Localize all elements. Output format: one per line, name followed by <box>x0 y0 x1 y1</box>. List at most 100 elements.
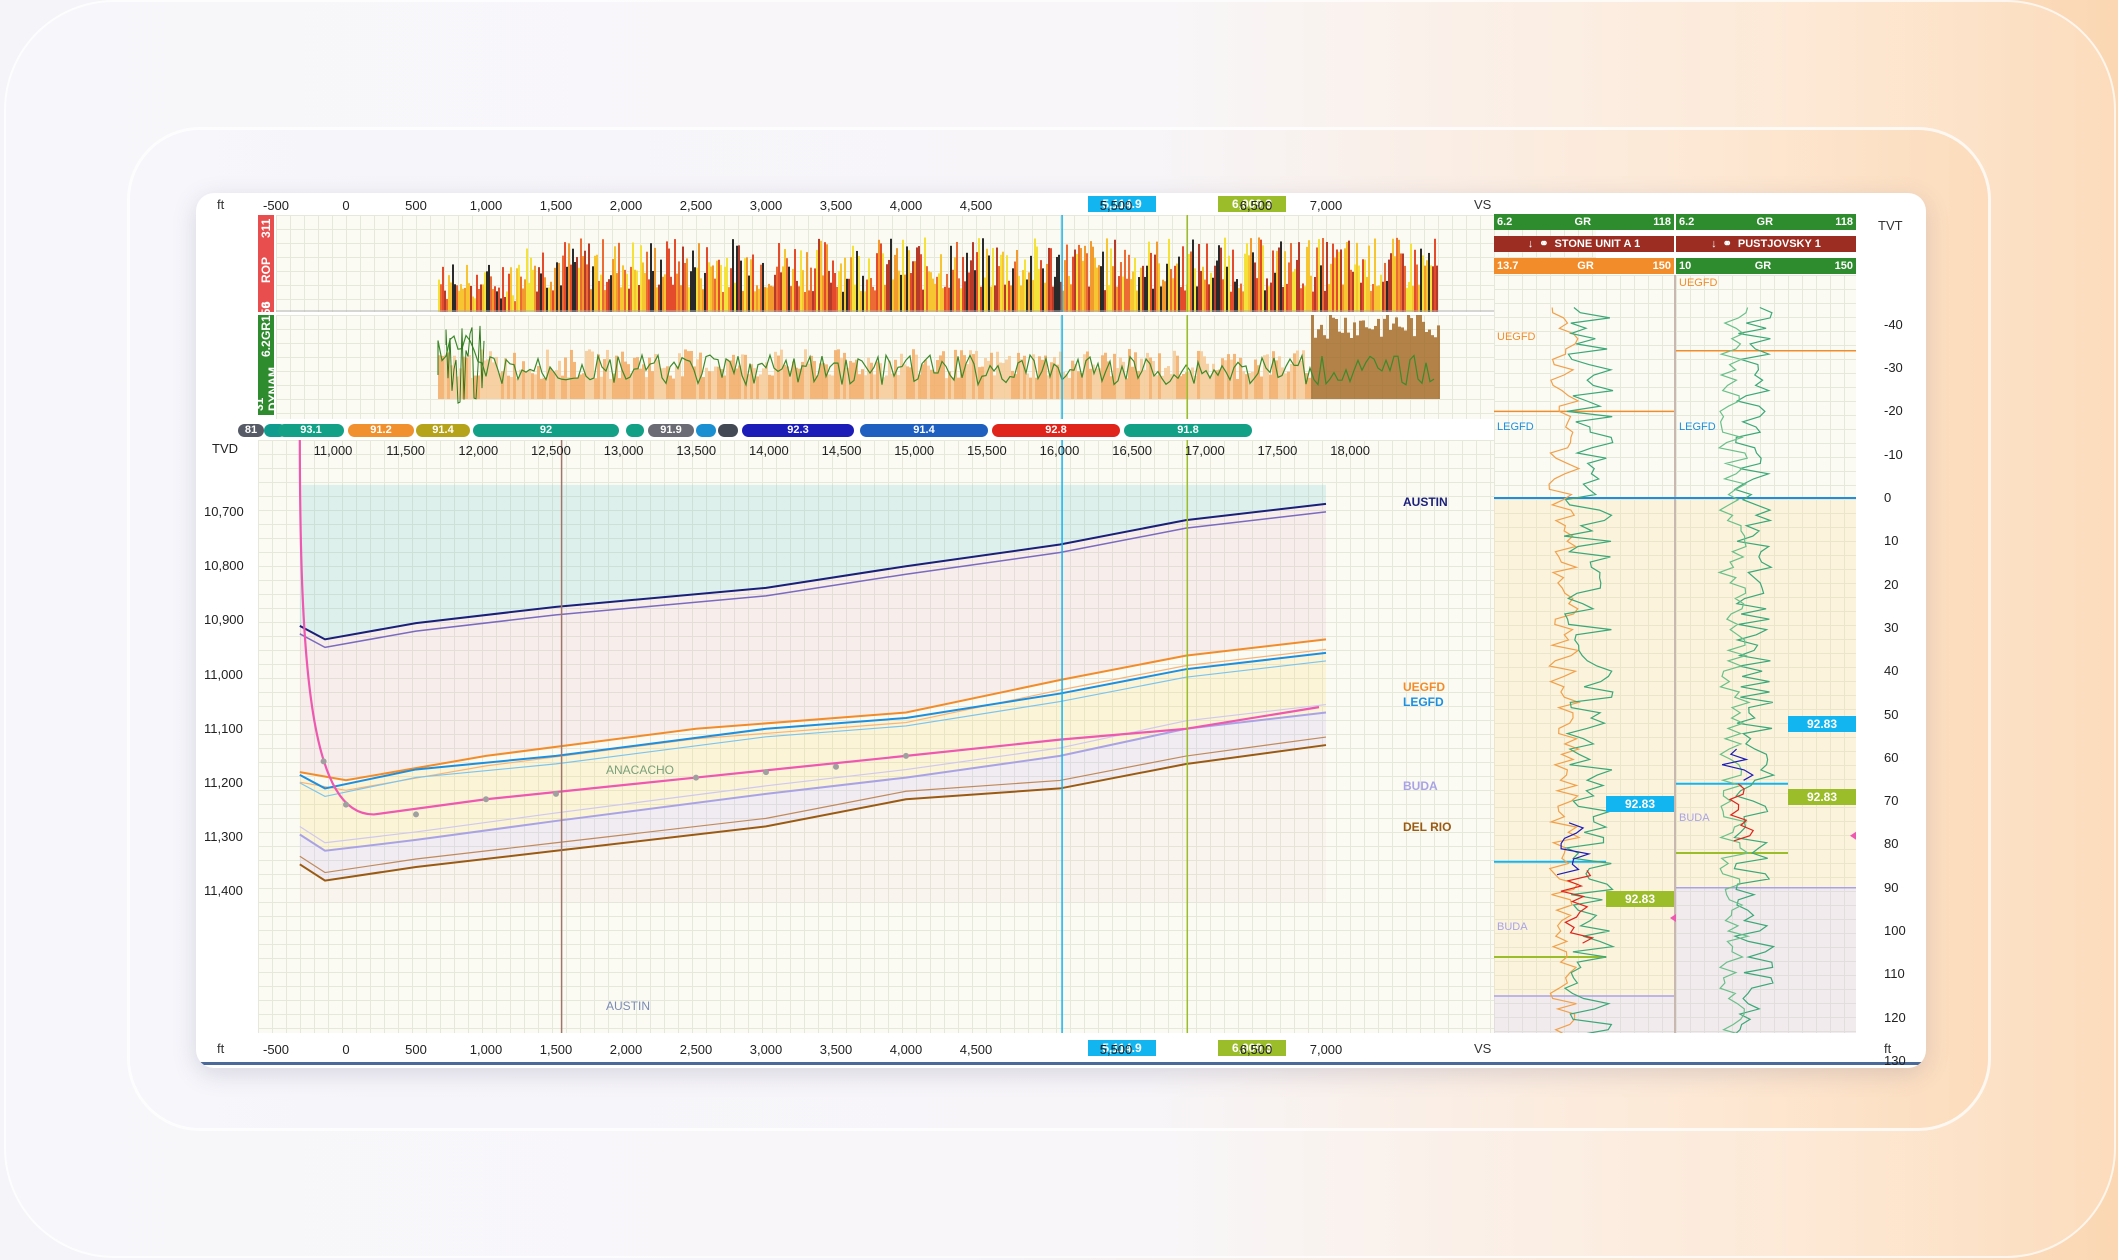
rop-bar <box>1260 239 1262 312</box>
link-icon[interactable]: ⚭ <box>1722 238 1732 250</box>
gr-bar <box>1233 353 1236 399</box>
rop-bar <box>1066 244 1068 312</box>
rop-bar <box>914 261 916 312</box>
panel2-gr2-header[interactable]: 10 GR 150 <box>1676 258 1856 274</box>
down-arrow-icon[interactable]: ↓ <box>1711 238 1717 250</box>
rop-bar <box>664 274 666 312</box>
bottom-scroll-bar[interactable] <box>196 1062 1926 1065</box>
survey-point[interactable] <box>320 758 327 765</box>
dip-segment[interactable]: 92.3 <box>742 424 854 437</box>
gr-bar <box>822 363 825 399</box>
rop-bar <box>498 287 500 312</box>
rop-bar <box>1042 268 1044 312</box>
gr-bar <box>699 352 702 399</box>
vs-marker-blue-bottom[interactable]: 5,114.9 <box>1088 1040 1156 1056</box>
vs-top-tick: 7,000 <box>1309 198 1343 213</box>
rop-bar <box>726 257 728 312</box>
survey-point[interactable] <box>483 796 489 803</box>
gr-bar <box>798 368 801 399</box>
rop-bar <box>1314 276 1316 312</box>
rop-bar <box>1008 280 1010 312</box>
rop-bar <box>482 284 484 312</box>
rop-bar <box>1090 241 1092 312</box>
survey-point[interactable] <box>553 790 559 797</box>
rop-bar <box>484 272 486 312</box>
pointer-icon[interactable] <box>1670 914 1676 923</box>
rop-bar <box>866 279 868 312</box>
panel2-well-header[interactable]: ↓ ⚭ PUSTJOVSKY 1 <box>1676 236 1856 252</box>
dip-segment[interactable]: 91.4 <box>860 424 988 437</box>
vs-bottom-tick: 1,000 <box>469 1042 503 1057</box>
gr-bar <box>690 350 693 399</box>
panel2-log-area[interactable] <box>1676 275 1856 1033</box>
vs-marker-blue-top[interactable]: 5,114.9 <box>1088 196 1156 212</box>
vs-bottom-tick: 2,500 <box>679 1042 713 1057</box>
dip-segment[interactable]: 93.1 <box>278 424 344 437</box>
dip-segment[interactable]: 92 <box>473 424 619 437</box>
gr-bar <box>912 349 915 399</box>
gr-bar <box>1302 350 1305 399</box>
rop-bar <box>1376 286 1378 312</box>
survey-point[interactable] <box>693 774 699 781</box>
survey-point[interactable] <box>763 769 769 776</box>
vs-marker-green-top[interactable]: 6,009.3 <box>1218 196 1286 212</box>
dip-segment[interactable]: 91.9 <box>648 424 694 437</box>
gr-bar <box>1434 337 1437 399</box>
panel1-gr-label: GR <box>1574 216 1592 228</box>
survey-point[interactable] <box>413 811 419 818</box>
md-tick: 11,500 <box>386 443 426 458</box>
rop-bar <box>1368 245 1370 312</box>
rop-bar <box>658 284 660 312</box>
panel1-gr2-header[interactable]: 13.7 GR 150 <box>1494 258 1674 274</box>
rop-bar <box>476 274 478 312</box>
dip-segment[interactable]: 92.8 <box>992 424 1120 437</box>
dip-segment[interactable] <box>718 424 738 437</box>
rop-bar <box>782 266 784 312</box>
gr-bar <box>1206 363 1209 399</box>
gr-bar <box>1290 363 1293 399</box>
gr-bar <box>591 351 594 399</box>
survey-point[interactable] <box>833 763 839 770</box>
dip-segment[interactable]: 91.8 <box>1124 424 1252 437</box>
rop-bar <box>1412 286 1414 312</box>
rop-bar <box>948 287 950 312</box>
cross-section-plot[interactable] <box>258 440 1691 1033</box>
panel2-gr-header[interactable]: 6.2 GR 118 <box>1676 214 1856 230</box>
gr-bar <box>1305 373 1308 399</box>
gr-bar <box>1224 360 1227 399</box>
gr-track-header[interactable]: 31 DYNAM... 6.2 GR 150 <box>252 302 280 415</box>
panel1-well-header[interactable]: ↓ ⚭ STONE UNIT A 1 <box>1494 236 1674 252</box>
rop-bar <box>1426 260 1428 312</box>
gr-bar <box>1278 356 1281 399</box>
panel1-badge-blue[interactable]: 92.83 <box>1606 796 1674 812</box>
panel1-log-area[interactable] <box>1494 275 1674 1033</box>
rop-bar <box>1044 282 1046 312</box>
link-icon[interactable]: ⚭ <box>1539 238 1549 250</box>
rop-bar <box>1204 279 1206 312</box>
rop-bar <box>1028 272 1030 312</box>
rop-bar <box>714 278 716 312</box>
rop-bar <box>1244 253 1246 312</box>
panel1-badge-green[interactable]: 92.83 <box>1606 891 1674 907</box>
pointer-icon[interactable] <box>1850 831 1856 840</box>
survey-point[interactable] <box>903 752 909 759</box>
survey-point[interactable] <box>343 801 349 808</box>
rop-bar <box>1436 265 1438 312</box>
panel2-badge-blue[interactable]: 92.83 <box>1788 716 1856 732</box>
rop-track-header[interactable]: 6 ROP 311 <box>258 215 274 312</box>
dip-segment[interactable]: 81 <box>238 424 264 437</box>
tvt-tick: -40 <box>1884 316 1903 332</box>
rop-bar <box>742 290 744 312</box>
panel1-gr-header[interactable]: 6.2 GR 118 <box>1494 214 1674 230</box>
dip-segment[interactable] <box>626 424 644 437</box>
gr-bar <box>1098 368 1101 399</box>
rop-bar <box>878 239 880 312</box>
panel2-badge-green[interactable]: 92.83 <box>1788 789 1856 805</box>
dip-segment[interactable] <box>696 424 716 437</box>
vs-marker-green-bottom[interactable]: 6,009.3 <box>1218 1040 1286 1056</box>
dip-segment[interactable]: 91.4 <box>416 424 470 437</box>
gr-bar <box>738 365 741 399</box>
dip-segment[interactable]: 91.2 <box>348 424 414 437</box>
gr-bar <box>678 353 681 399</box>
down-arrow-icon[interactable]: ↓ <box>1527 238 1534 250</box>
